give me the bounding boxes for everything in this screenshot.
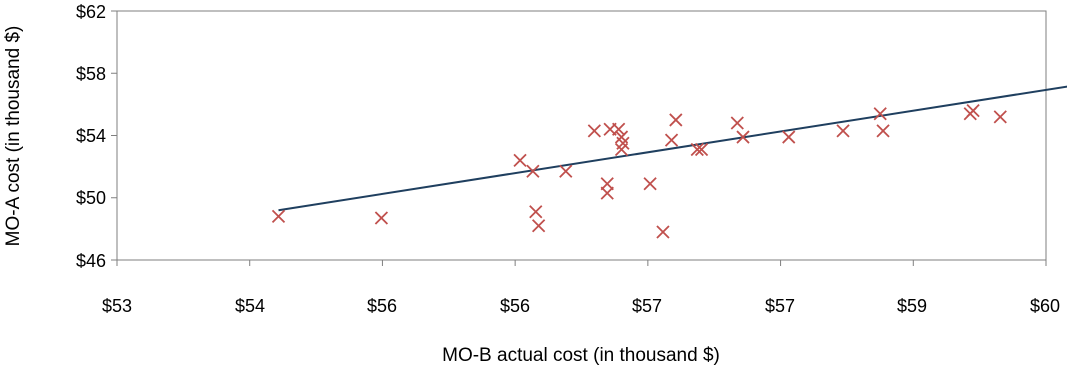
y-tick-label: $50: [76, 188, 106, 208]
y-axis-ticks: [111, 10, 117, 261]
data-point: [966, 103, 980, 118]
x-tick-label: $57: [765, 296, 795, 316]
data-point: [836, 124, 850, 138]
data-point: [600, 186, 614, 200]
x-tick-label: $59: [897, 296, 927, 316]
data-point: [876, 124, 890, 138]
trendline: [278, 85, 1067, 212]
x-tick-label: $56: [500, 296, 530, 316]
data-points: [271, 103, 1007, 239]
data-point: [656, 225, 670, 239]
data-point: [730, 116, 744, 130]
y-tick-label: $46: [76, 251, 106, 271]
data-point: [873, 107, 887, 121]
data-point: [669, 113, 683, 127]
data-point: [526, 164, 540, 178]
data-point: [993, 110, 1007, 124]
data-point: [616, 136, 630, 150]
x-axis-ticks: [116, 260, 1047, 266]
data-point: [529, 205, 543, 219]
data-point: [664, 133, 679, 147]
y-axis-label: MO-A cost (in thousand $): [3, 26, 24, 247]
plot-area-frame: [116, 10, 1047, 261]
x-tick-label: $56: [367, 296, 397, 316]
data-point: [374, 211, 389, 225]
x-axis-tick-labels: $53 $54 $56 $56 $57 $57 $59 $60: [102, 296, 1060, 316]
data-point: [643, 177, 657, 191]
data-point: [559, 164, 573, 178]
data-point: [782, 130, 796, 144]
data-point: [612, 122, 626, 136]
data-point: [531, 219, 546, 233]
data-point: [600, 177, 614, 191]
data-point: [690, 142, 704, 157]
y-tick-label: $58: [76, 64, 106, 84]
data-point: [587, 124, 601, 138]
y-tick-label: $62: [76, 2, 106, 22]
y-tick-label: $54: [76, 126, 106, 146]
data-point: [271, 209, 286, 224]
data-point: [736, 130, 750, 144]
y-axis-tick-labels: $62 $58 $54 $50 $46: [76, 2, 106, 271]
x-tick-label: $57: [632, 296, 662, 316]
data-point: [513, 153, 527, 168]
x-tick-label: $53: [102, 296, 132, 316]
x-tick-label: $60: [1030, 296, 1060, 316]
x-tick-label: $54: [235, 296, 265, 316]
x-axis-label: MO-B actual cost (in thousand $): [442, 345, 720, 366]
data-point: [694, 142, 709, 157]
